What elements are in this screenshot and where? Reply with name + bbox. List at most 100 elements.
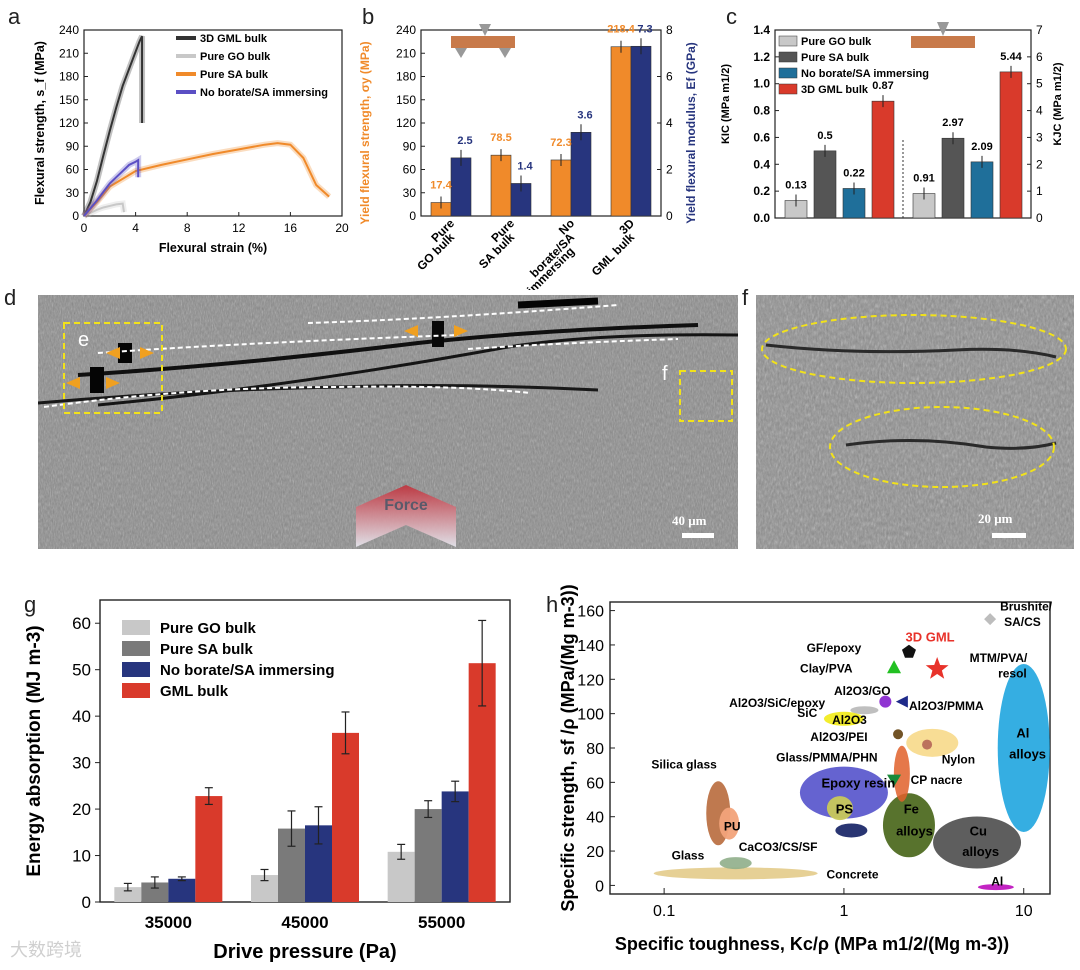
bar-strength-b: [550, 159, 572, 217]
data-label-kic-c: 0.5: [817, 130, 832, 142]
y-axis-label-g: Energy absorption (MJ m-3): [24, 625, 45, 876]
data-label-kjc-c: 2.97: [942, 117, 963, 129]
region-al-alloys: [997, 664, 1050, 832]
label-glass: Glass: [672, 849, 705, 863]
label-f: f: [662, 363, 668, 385]
chart-g: 0 10 20 30 40 50 60 Energy absorption (MJ m-3) D…: [24, 599, 511, 963]
y2-tick-label-c: 0: [1036, 211, 1043, 225]
y2-tick-label-b: 0: [666, 209, 673, 223]
y-tick-label-g: 60: [72, 614, 91, 633]
scale-text-f: 20 μm: [978, 511, 1013, 526]
y2-tick-label-c: 5: [1036, 77, 1043, 91]
bar-g: [114, 887, 142, 902]
data-label-modulus-b: 3.6: [577, 109, 592, 121]
scale-bar-d: [682, 533, 714, 538]
y-tick-label-g: 50: [72, 661, 91, 680]
label-al-alloys-1: Al: [1016, 726, 1029, 741]
legend-swatch-c: [778, 67, 798, 79]
beam-icon: [451, 36, 515, 48]
y-tick-label-h: 100: [577, 707, 604, 724]
support-icon: [455, 48, 467, 58]
y-tick-label-g: 20: [72, 800, 91, 819]
y2-tick-label-c: 3: [1036, 130, 1043, 144]
bar-g: [332, 732, 359, 902]
x-tick-label-g: 45000: [281, 913, 328, 932]
y-tick-label-a: 150: [59, 93, 79, 107]
x-axis-label-a: Flexural strain (%): [159, 241, 267, 255]
region-pu: [719, 807, 740, 840]
label-al2o3-sic-epoxy: Al2O3/SiC/epoxy: [729, 696, 825, 710]
y-tick-label-c: 0.8: [753, 104, 770, 118]
y-tick-label-c: 1.0: [753, 77, 770, 91]
x-tick-label-h: 1: [839, 903, 848, 920]
legend-label-a: Pure GO bulk: [200, 51, 271, 63]
bar-strength-b: [610, 46, 632, 217]
y-tick-label-g: 10: [72, 847, 91, 866]
bar-kjc-c: [941, 137, 965, 219]
y-tick-label-g: 30: [72, 754, 91, 773]
region-al2o3-pmma: [922, 739, 933, 750]
x-tick-label-g: 55000: [418, 913, 465, 932]
label-al-alloys-2: alloys: [1009, 746, 1046, 761]
label-al2o3-pei: Al2O3/PEI: [810, 730, 867, 744]
sem-texture-f: [756, 295, 1074, 549]
series-halo-a: [81, 34, 146, 218]
legend-label-c: No borate/SA immersing: [801, 68, 929, 80]
panel-letter-b: b: [362, 4, 375, 29]
y2-tick-label-b: 4: [666, 116, 673, 130]
y-tick-label-g: 0: [82, 893, 91, 912]
series-line-a: [83, 35, 144, 217]
x-tick-label-h: 10: [1015, 903, 1033, 920]
support-icon: [499, 48, 511, 58]
y-tick-label-a: 0: [72, 209, 79, 223]
bar-kjc-c: [970, 161, 994, 219]
label-pu: PU: [724, 819, 741, 833]
y2-tick-label-c: 1: [1036, 184, 1043, 198]
x-tick-label-a: 12: [232, 221, 246, 235]
y-tick-label-b: 120: [396, 116, 416, 130]
marker-3d-gml-star: [925, 656, 949, 679]
data-label-modulus-b: 1.4: [517, 160, 533, 172]
bar-g: [195, 796, 223, 902]
label-al: Al: [991, 874, 1003, 888]
bar-modulus-b: [450, 157, 472, 217]
beam-icon: [911, 36, 975, 48]
chart-c: 0.0 0.2 0.4 0.6 0.8 1.0 1.2 1.4 0 1 2 3 4 5 6 7 KIC (MPa…: [720, 22, 1064, 225]
y-tick-label-a: 240: [59, 23, 79, 37]
label-mtm-2: resol: [998, 667, 1027, 681]
region-cu-alloys: [933, 816, 1022, 869]
bar-kjc-c: [999, 71, 1023, 219]
label-cp-nacre: CP nacre: [911, 773, 963, 787]
panel-letter-g: g: [24, 592, 37, 617]
y-tick-label-c: 1.2: [753, 50, 770, 64]
y2-tick-label-c: 4: [1036, 104, 1043, 118]
bar-strength-b: [490, 154, 512, 217]
series-line-a: [83, 142, 330, 217]
legend-swatch-g: [122, 662, 150, 677]
zoom-box-f: [679, 370, 733, 422]
bar-g: [441, 791, 469, 902]
region-ps: [826, 796, 853, 821]
data-label-strength-b: 72.3: [550, 137, 571, 149]
y-tick-label-b: 150: [396, 93, 416, 107]
label-al2o3-pmma: Al2O3/PMMA: [909, 699, 984, 713]
data-label-kjc-c: 0.91: [913, 173, 934, 185]
panel-letter-f: f: [742, 285, 749, 310]
y-tick-label-h: 40: [586, 810, 604, 827]
label-fe-alloys: alloys: [896, 824, 933, 839]
y-tick-label-a: 90: [66, 139, 80, 153]
y2-tick-label-c: 6: [1036, 50, 1043, 64]
y-axis-label-a: Flexural strength, s_f (MPa): [33, 41, 47, 205]
region-concrete: [653, 867, 818, 880]
marker-gf-epoxy: [901, 644, 916, 658]
bar-modulus-b: [570, 132, 592, 217]
label-al2o3-go: Al2O3/GO: [834, 684, 891, 698]
label-cu: Cu: [970, 824, 987, 839]
legend-label-c: 3D GML bulk: [801, 84, 869, 96]
legend-label-g: Pure SA bulk: [160, 641, 253, 658]
data-label-kic-c: 0.87: [872, 80, 893, 92]
series-line-a: [83, 158, 140, 217]
bar-g: [414, 809, 442, 902]
region-epoxy-resin: [799, 766, 888, 819]
label-clay-pva: Clay/PVA: [800, 661, 853, 675]
